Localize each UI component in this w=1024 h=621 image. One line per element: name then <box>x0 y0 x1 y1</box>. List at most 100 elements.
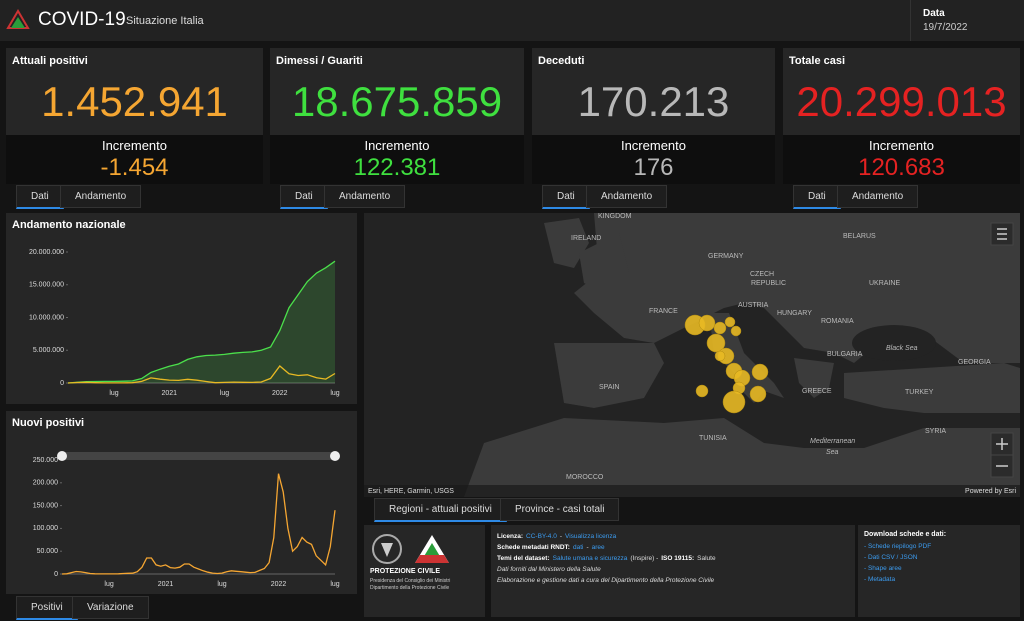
stat-card: Attuali positivi 1.452.941 Incremento -1.45… <box>6 48 263 184</box>
chart-panel: Nuovi positivi 0 50.000 100.000 150.000 200.0… <box>6 411 357 594</box>
x-tick-label: 2022 <box>271 581 287 588</box>
download-link[interactable]: - Shape aree <box>864 565 902 572</box>
link[interactable]: dati <box>572 544 584 551</box>
increment-box: Incremento -1.454 <box>6 135 263 184</box>
tab[interactable]: Dati <box>280 185 328 209</box>
link[interactable]: aree <box>591 544 605 551</box>
logo-text: Presidenza del Consiglio dei Ministri <box>370 578 451 584</box>
link[interactable]: Salute umana e sicurezza <box>552 555 628 562</box>
x-tick-label: 2022 <box>272 390 288 397</box>
y-tick-label: 50.000 <box>37 548 59 555</box>
card-title: Attuali positivi <box>12 55 88 67</box>
attribution-bar <box>364 485 1020 497</box>
y-tick-label: 10.000.000 <box>29 314 64 321</box>
tab[interactable]: Dati <box>793 185 841 209</box>
logo-emblems <box>372 534 449 564</box>
increment-label: Incremento <box>868 138 935 153</box>
card-title: Deceduti <box>538 55 585 67</box>
increment-box: Incremento 120.683 <box>783 135 1020 184</box>
y-tick-label: 5.000.000 <box>33 347 64 354</box>
map-label: Mediterranean <box>810 438 855 445</box>
info-text: Licenza: <box>497 533 524 540</box>
tab[interactable]: Positivi <box>16 596 78 620</box>
map-label: ROMANIA <box>821 318 854 325</box>
info-text: Elaborazione e gestione dati a cura del … <box>497 577 715 584</box>
link[interactable]: Visualizza licenza <box>565 533 617 540</box>
tab[interactable]: Dati <box>16 185 64 209</box>
map-label: FRANCE <box>649 308 678 315</box>
date-value: 19/7/2022 <box>923 22 968 33</box>
line <box>67 365 336 384</box>
chart: Andamento nazionale 0 5.000.000 10.000.000 1… <box>12 219 340 397</box>
info-line: Temi del dataset: Salute umana e sicurezz… <box>497 553 849 564</box>
info-text: - <box>586 544 589 551</box>
map-label: TUNISIA <box>699 435 727 442</box>
attribution: Esri, HERE, Garmin, USGS <box>368 488 454 495</box>
increment-value: 122.381 <box>353 154 441 181</box>
map-label: TURKEY <box>905 389 934 396</box>
map-label: BELARUS <box>843 233 876 240</box>
map-label: CZECH <box>750 271 774 278</box>
y-tick-label: 20.000.000 <box>29 249 64 256</box>
tab[interactable]: Andamento <box>60 185 142 208</box>
logo-panel: PROTEZIONE CIVILE Presidenza del Consigl… <box>364 525 485 617</box>
tab[interactable]: Regioni - attuali positivi <box>374 498 507 522</box>
line <box>67 260 336 384</box>
app-title: COVID-19 <box>38 9 126 30</box>
line <box>61 473 336 575</box>
card-title: Totale casi <box>789 55 846 67</box>
y-tick-label: 0 <box>60 380 64 387</box>
logo-text: Dipartimento della Protezione Civile <box>370 585 450 591</box>
card-title: Dimessi / Guariti <box>276 55 363 67</box>
map[interactable]: KINGDOM IRELAND GERMANY BELARUS CZECH REPUBLI… <box>364 213 1020 497</box>
info-text: ISO 19115: <box>661 555 695 562</box>
increment-label: Incremento <box>364 138 430 153</box>
tab[interactable]: Andamento <box>586 185 668 208</box>
info-line: Licenza: CC-BY-4.0- Visualizza licenza <box>497 531 849 542</box>
tab[interactable]: Province - casi totali <box>500 498 620 521</box>
x-tick-label: lug <box>220 390 229 397</box>
chart: Nuovi positivi 0 50.000 100.000 150.000 200.0… <box>12 417 340 588</box>
tab[interactable]: Andamento <box>837 185 919 208</box>
map-label: GERMANY <box>708 253 744 260</box>
increment-value: 176 <box>633 154 674 181</box>
download-link[interactable]: - Dati CSV / JSON <box>864 554 918 561</box>
map-label: Black Sea <box>886 345 918 352</box>
download-link[interactable]: - Schede riepilogo PDF <box>864 543 932 550</box>
slider-handle[interactable] <box>330 451 340 461</box>
logo-text: PROTEZIONE CIVILE <box>370 568 441 575</box>
slider-handle[interactable] <box>57 451 67 461</box>
x-tick-label: lug <box>330 581 339 588</box>
increment-value: -1.454 <box>100 154 169 181</box>
map-label: Sea <box>826 449 839 456</box>
download-panel: Download schede e dati: - Schede riepilo… <box>858 525 1020 617</box>
map-label: AUSTRIA <box>738 302 769 309</box>
download-link[interactable]: - Metadata <box>864 576 896 583</box>
app-subtitle: Situazione Italia <box>126 15 204 27</box>
increment-label: Incremento <box>101 138 168 153</box>
range-slider <box>62 452 335 460</box>
info-panel: Licenza: CC-BY-4.0- Visualizza licenza Sche… <box>491 525 855 617</box>
info-line: Elaborazione e gestione dati a cura del … <box>497 575 849 586</box>
info-text: Schede metadati RNDT: <box>497 544 570 551</box>
info-line: Schede metadati RNDT: dati - aree <box>497 542 849 553</box>
tab[interactable]: Andamento <box>324 185 406 208</box>
info-text: Dati forniti dal Ministero della Salute <box>497 566 601 573</box>
tab[interactable]: Dati <box>542 185 590 209</box>
map-label: GEORGIA <box>958 359 991 366</box>
card-value: 1.452.941 <box>41 78 228 125</box>
area <box>68 261 335 383</box>
increment-box: Incremento 122.381 <box>270 135 524 184</box>
tab[interactable]: Variazione <box>72 596 149 619</box>
info-text: Salute <box>697 555 716 562</box>
y-tick-label: 150.000 <box>33 502 58 509</box>
card-value: 18.675.859 <box>291 78 503 125</box>
increment-label: Incremento <box>620 138 687 153</box>
info-text: Temi del dataset: <box>497 555 550 562</box>
chart-title: Nuovi positivi <box>12 417 84 429</box>
y-tick-label: 0 <box>54 571 58 578</box>
link[interactable]: CC-BY-4.0 <box>526 533 557 540</box>
increment-value: 120.683 <box>858 154 945 181</box>
x-tick-label: lug <box>330 390 339 397</box>
y-tick-label: 200.000 <box>33 480 58 487</box>
